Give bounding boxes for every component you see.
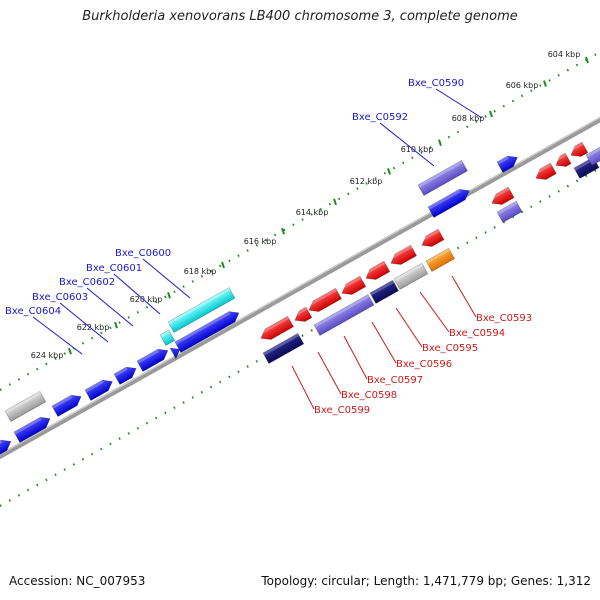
gene-arrow[interactable] xyxy=(262,332,305,364)
gene-label-bxe-c0599[interactable]: Bxe_C0599 xyxy=(314,405,370,416)
accession-text: Accession: NC_007953 xyxy=(9,574,146,588)
major-tick xyxy=(585,56,589,64)
tick-label-604-kbp: 604 kbp xyxy=(548,50,581,59)
leader-line xyxy=(317,351,342,395)
gene-label-bxe-c0602[interactable]: Bxe_C0602 xyxy=(59,277,115,288)
major-ticks xyxy=(68,56,589,355)
gene-arrow[interactable] xyxy=(585,144,600,166)
gene-arrow[interactable] xyxy=(174,308,242,353)
gene-arrow[interactable] xyxy=(167,287,236,333)
leader-line xyxy=(343,335,368,380)
gene-arrow[interactable] xyxy=(159,329,176,346)
gene-labels: Bxe_C0590 Bxe_C0592 Bxe_C0600 Bxe_C0601 Bxe_… xyxy=(5,78,532,416)
major-tick xyxy=(68,347,72,355)
gene-label-bxe-c0601[interactable]: Bxe_C0601 xyxy=(86,263,142,274)
tick-label-608-kbp: 608 kbp xyxy=(452,114,485,123)
gene-arrow[interactable] xyxy=(169,344,183,360)
map-title: Burkholderia xenovorans LB400 chromosome… xyxy=(82,9,518,24)
leader-line xyxy=(32,316,83,355)
tick-label-622-kbp: 622 kbp xyxy=(77,323,110,332)
genes-layer xyxy=(0,141,600,455)
tick-label-610-kbp: 610 kbp xyxy=(401,145,434,154)
tick-label-620-kbp: 620 kbp xyxy=(130,295,163,304)
gene-label-bxe-c0603[interactable]: Bxe_C0603 xyxy=(32,292,88,303)
gene-label-bxe-c0590[interactable]: Bxe_C0590 xyxy=(408,78,464,89)
gene-arrow[interactable] xyxy=(306,287,342,315)
leader-lines xyxy=(32,88,483,410)
leader-line xyxy=(395,307,423,348)
major-tick xyxy=(167,292,171,299)
gene-arrow[interactable] xyxy=(419,228,445,250)
tick-label-614-kbp: 614 kbp xyxy=(296,208,329,217)
leader-line xyxy=(371,321,397,364)
major-tick xyxy=(438,139,442,147)
gene-arrow[interactable] xyxy=(417,160,468,196)
gene-arrow[interactable] xyxy=(533,162,557,183)
gene-label-bxe-c0595[interactable]: Bxe_C0595 xyxy=(422,343,478,354)
leader-line xyxy=(291,365,315,410)
gene-arrow[interactable] xyxy=(496,152,520,173)
leader-line xyxy=(451,275,477,318)
gene-arrow[interactable] xyxy=(388,244,417,268)
major-tick xyxy=(281,227,285,235)
gene-arrow[interactable] xyxy=(113,363,139,385)
major-tick xyxy=(114,321,118,329)
gene-arrow[interactable] xyxy=(51,391,84,417)
gene-label-bxe-c0597[interactable]: Bxe_C0597 xyxy=(367,375,423,386)
tick-label-616-kbp: 616 kbp xyxy=(244,237,277,246)
leader-line xyxy=(142,258,191,299)
leader-line xyxy=(113,273,161,315)
gene-arrow[interactable] xyxy=(496,200,523,223)
tick-label-624-kbp: 624 kbp xyxy=(31,351,64,360)
tick-label-606-kbp: 606 kbp xyxy=(506,81,539,90)
gene-arrow[interactable] xyxy=(13,413,53,443)
gene-label-bxe-c0604[interactable]: Bxe_C0604 xyxy=(5,306,61,317)
major-tick xyxy=(387,168,391,175)
gene-label-bxe-c0593[interactable]: Bxe_C0593 xyxy=(476,313,532,324)
tick-labels: 604 kbp 606 kbp 608 kbp 610 kbp 612 kbp 614 k… xyxy=(31,50,581,360)
gene-label-bxe-c0594[interactable]: Bxe_C0594 xyxy=(449,328,505,339)
gene-arrow[interactable] xyxy=(489,186,515,208)
tick-label-612-kbp: 612 kbp xyxy=(350,177,383,186)
gene-arrow[interactable] xyxy=(363,260,391,283)
gene-arrow[interactable] xyxy=(84,376,115,401)
major-tick xyxy=(543,80,547,87)
major-tick xyxy=(489,110,493,118)
gene-label-bxe-c0598[interactable]: Bxe_C0598 xyxy=(341,390,397,401)
gene-arrow[interactable] xyxy=(136,345,171,372)
gene-arrow[interactable] xyxy=(553,152,572,170)
gene-label-bxe-c0592[interactable]: Bxe_C0592 xyxy=(352,112,408,123)
leader-line xyxy=(435,88,483,119)
leader-line xyxy=(86,287,134,327)
genome-summary-text: Topology: circular; Length: 1,471,779 bp… xyxy=(261,574,591,588)
gene-arrow[interactable] xyxy=(339,275,367,298)
gene-arrow[interactable] xyxy=(393,262,429,290)
major-tick xyxy=(333,198,337,206)
gene-arrow[interactable] xyxy=(427,185,472,218)
leader-line xyxy=(59,302,109,343)
gene-arrow[interactable] xyxy=(568,141,589,160)
major-tick xyxy=(221,261,225,269)
gene-arrow[interactable] xyxy=(4,390,47,422)
gene-arrow[interactable] xyxy=(258,315,294,343)
leader-line xyxy=(379,122,435,167)
leader-line xyxy=(419,291,450,333)
gene-arrow[interactable] xyxy=(0,436,14,455)
gene-arrow[interactable] xyxy=(292,306,313,325)
gene-arrow[interactable] xyxy=(369,279,399,304)
gene-label-bxe-c0600[interactable]: Bxe_C0600 xyxy=(115,248,171,259)
gene-label-bxe-c0596[interactable]: Bxe_C0596 xyxy=(396,359,452,370)
tick-label-618-kbp: 618 kbp xyxy=(184,267,217,276)
gene-arrow[interactable] xyxy=(313,294,375,336)
gene-arrow[interactable] xyxy=(425,247,455,272)
